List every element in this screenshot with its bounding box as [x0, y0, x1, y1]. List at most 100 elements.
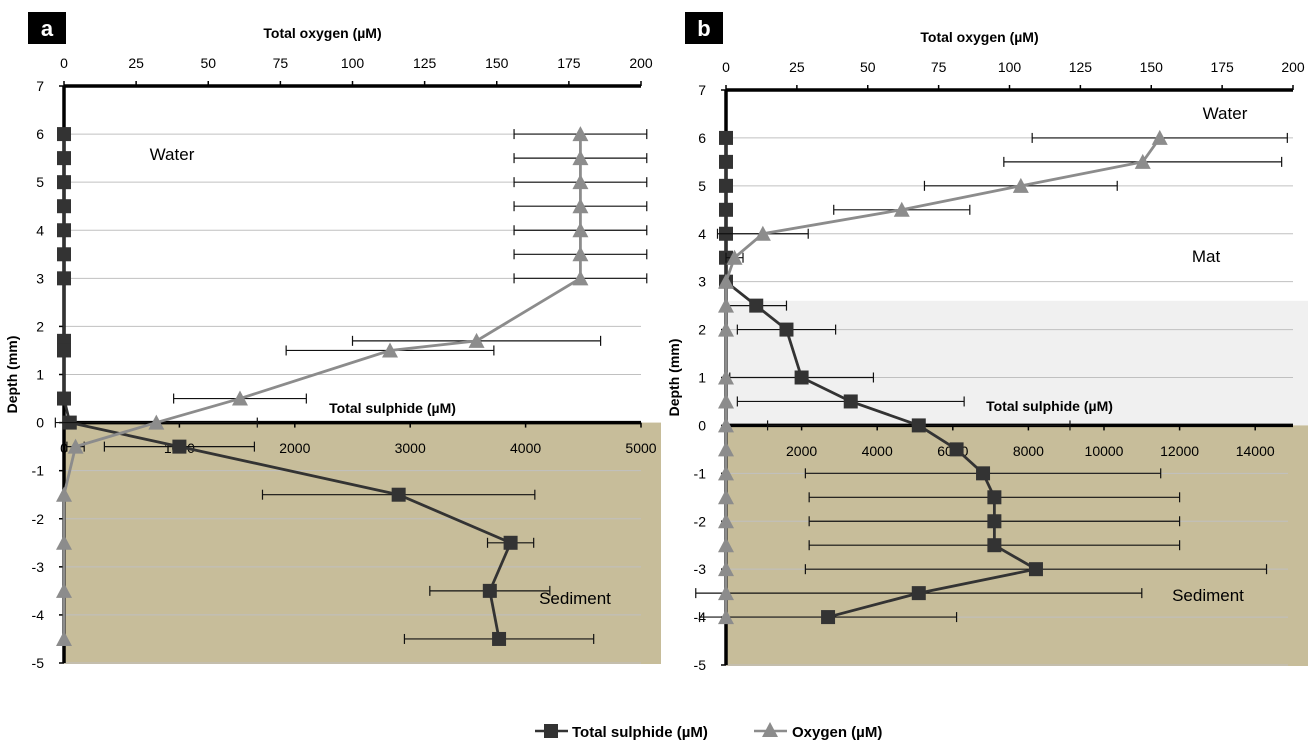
- panel-tag-background: [28, 12, 66, 44]
- mat-label: Mat: [1192, 247, 1221, 266]
- y-tick-label: 4: [36, 222, 44, 238]
- oxygen-point: [1134, 153, 1151, 169]
- y-tick-label: 6: [698, 130, 706, 146]
- y-tick-label: 0: [36, 415, 44, 431]
- oxygen-point: [468, 332, 485, 348]
- sulphide-tick-label: 4000: [510, 440, 541, 456]
- oxygen-tick-label: 75: [273, 55, 289, 71]
- water-label: Water: [150, 145, 195, 164]
- oxygen-point: [893, 201, 910, 217]
- oxygen-point: [718, 537, 734, 553]
- oxygen-axis-label: Total oxygen (µM): [263, 25, 381, 41]
- oxygen-tick-label: 200: [629, 55, 653, 71]
- y-tick-label: -3: [32, 559, 45, 575]
- mat-region: [726, 300, 1308, 426]
- oxygen-point: [718, 513, 734, 529]
- sulphide-tick-label: 2000: [786, 443, 817, 459]
- sulphide-point: [987, 538, 1002, 553]
- sulphide-point: [794, 370, 809, 385]
- legend-oxygen-label: Oxygen (µM): [792, 724, 882, 741]
- oxygen-point: [718, 561, 734, 577]
- sulphide-point: [821, 610, 836, 625]
- oxygen-point: [56, 582, 72, 598]
- y-tick-label: 4: [698, 226, 706, 242]
- oxygen-point: [726, 249, 743, 265]
- oxygen-point: [56, 630, 72, 646]
- oxygen-point: [572, 246, 589, 262]
- y-tick-label: -5: [694, 657, 707, 673]
- y-tick-label: 3: [698, 274, 706, 290]
- y-tick-label: 0: [698, 417, 706, 433]
- sulphide-tick-label: 14000: [1236, 443, 1275, 459]
- sulphide-tick-label: 0: [60, 440, 68, 456]
- legend-sulphide-marker: [544, 724, 558, 738]
- y-tick-label: 2: [36, 318, 44, 334]
- sulphide-point: [949, 442, 964, 457]
- oxygen-point: [718, 465, 734, 481]
- sulphide-point: [172, 439, 187, 454]
- y-tick-label: -2: [32, 511, 45, 527]
- sediment-label: Sediment: [539, 589, 611, 608]
- sulphide-tick-label: 10000: [1085, 443, 1124, 459]
- y-tick-label: 5: [36, 174, 44, 190]
- legend-sulphide-label: Total sulphide (µM): [572, 724, 708, 741]
- oxygen-tick-label: 100: [341, 55, 365, 71]
- y-tick-label: -1: [694, 465, 707, 481]
- sulphide-point: [57, 391, 71, 406]
- sulphide-point: [57, 127, 71, 142]
- sulphide-point: [1028, 562, 1043, 577]
- sulphide-point: [57, 199, 71, 214]
- y-tick-label: -5: [32, 655, 45, 671]
- sulphide-point: [57, 343, 71, 358]
- y-tick-label: 6: [36, 126, 44, 142]
- y-tick-label: 7: [698, 82, 706, 98]
- sulphide-point: [482, 583, 497, 598]
- oxygen-tick-label: 200: [1281, 59, 1305, 75]
- sulphide-tick-label: 3000: [395, 440, 426, 456]
- sulphide-point: [57, 175, 71, 190]
- sulphide-axis-label: Total sulphide (µM): [986, 398, 1113, 414]
- sediment-label: Sediment: [1172, 586, 1244, 605]
- sulphide-tick-label: 8000: [1013, 443, 1044, 459]
- legend: Total sulphide (µM) Oxygen (µM): [535, 722, 882, 741]
- oxygen-point: [718, 489, 734, 505]
- sulphide-point: [492, 631, 507, 646]
- y-tick-label: 2: [698, 322, 706, 338]
- oxygen-point: [572, 126, 589, 142]
- sulphide-point: [503, 535, 518, 550]
- oxygen-tick-label: 125: [1069, 59, 1093, 75]
- panel-tag-label: a: [41, 16, 54, 41]
- oxygen-point: [718, 393, 734, 409]
- oxygen-point: [231, 390, 248, 406]
- oxygen-point: [718, 321, 734, 337]
- oxygen-series-line: [62, 134, 582, 639]
- y-axis-label: Depth (mm): [4, 336, 20, 414]
- oxygen-tick-label: 125: [413, 55, 437, 71]
- y-tick-label: 3: [36, 270, 44, 286]
- oxygen-point: [572, 270, 589, 286]
- oxygen-point: [718, 441, 734, 457]
- oxygen-point: [754, 225, 771, 241]
- panel-a: -5 -4 -3 -2 -1 0 1 2 3 4 5 6 7 Depth (mm) 0 25 50 75 100 12…: [4, 12, 661, 671]
- sulphide-point: [987, 490, 1002, 505]
- oxygen-point: [1012, 177, 1029, 193]
- y-tick-label: -4: [32, 607, 45, 623]
- y-tick-label: 5: [698, 178, 706, 194]
- oxygen-point: [67, 438, 84, 454]
- oxygen-point: [718, 297, 734, 313]
- sulphide-tick-label: 2000: [279, 440, 310, 456]
- oxygen-point: [1151, 129, 1168, 145]
- oxygen-tick-label: 150: [1140, 59, 1164, 75]
- sediment-region: [64, 422, 661, 664]
- oxygen-point: [718, 585, 734, 601]
- y-tick-label: -2: [694, 513, 707, 529]
- water-label: Water: [1203, 104, 1248, 123]
- oxygen-point: [718, 417, 734, 433]
- oxygen-point: [718, 273, 734, 289]
- oxygen-tick-label: 25: [789, 59, 805, 75]
- oxygen-point: [718, 369, 734, 385]
- sulphide-point: [719, 202, 733, 217]
- sulphide-point: [57, 271, 71, 286]
- sulphide-point: [57, 151, 71, 166]
